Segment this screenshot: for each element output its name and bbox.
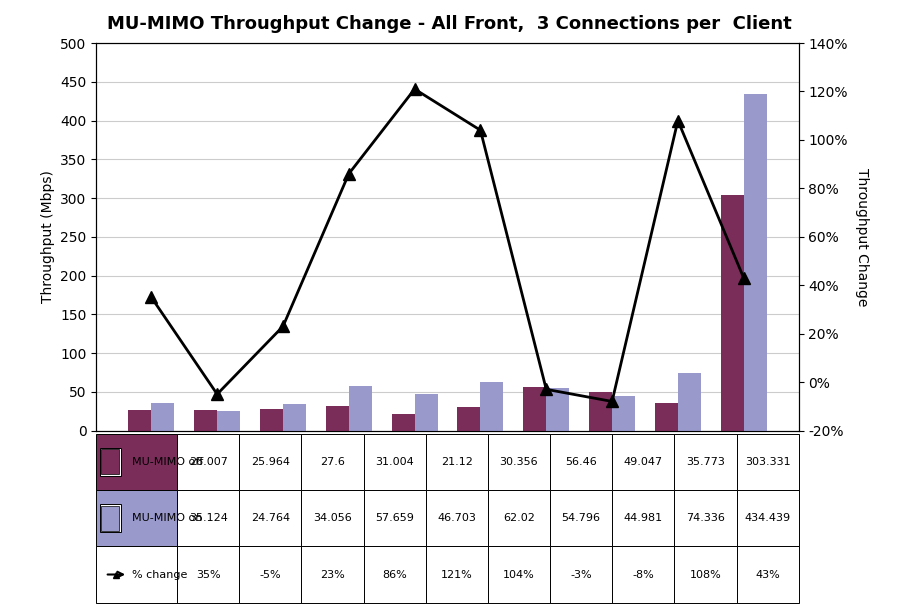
Bar — [240, 434, 301, 490]
Bar — [101, 506, 118, 531]
Text: 54.796: 54.796 — [562, 513, 600, 523]
Bar — [96, 546, 177, 603]
Bar — [96, 434, 177, 490]
Bar — [612, 490, 675, 546]
Text: -3%: -3% — [570, 569, 592, 579]
Text: 34.056: 34.056 — [313, 513, 352, 523]
Text: % change: % change — [131, 569, 187, 579]
Bar — [546, 388, 569, 430]
Bar — [364, 546, 426, 603]
Text: -8%: -8% — [633, 569, 655, 579]
Bar — [736, 434, 799, 490]
Bar — [589, 392, 612, 430]
Bar — [129, 410, 151, 430]
Bar — [100, 448, 121, 476]
Bar — [721, 196, 744, 430]
Text: 57.659: 57.659 — [375, 513, 414, 523]
Text: 26.007: 26.007 — [189, 457, 228, 467]
Bar — [301, 490, 364, 546]
Bar — [100, 504, 121, 532]
Bar — [240, 490, 301, 546]
Text: 104%: 104% — [503, 569, 535, 579]
Bar — [240, 546, 301, 603]
Bar — [426, 490, 487, 546]
Text: MU-MIMO off: MU-MIMO off — [131, 457, 203, 467]
Text: 46.703: 46.703 — [437, 513, 476, 523]
Text: 108%: 108% — [689, 569, 722, 579]
Text: 86%: 86% — [382, 569, 407, 579]
Bar — [736, 546, 799, 603]
Text: 434.439: 434.439 — [744, 513, 790, 523]
Text: 62.02: 62.02 — [503, 513, 535, 523]
Bar — [364, 434, 426, 490]
Bar — [736, 490, 799, 546]
Bar — [655, 403, 677, 430]
Bar — [283, 404, 306, 430]
Text: 74.336: 74.336 — [686, 513, 725, 523]
Bar — [675, 434, 736, 490]
Bar — [550, 490, 612, 546]
Text: 35.124: 35.124 — [189, 513, 228, 523]
Bar — [392, 414, 415, 430]
Bar — [415, 394, 438, 430]
Text: 25.964: 25.964 — [251, 457, 290, 467]
Bar — [675, 546, 736, 603]
Text: 56.46: 56.46 — [565, 457, 597, 467]
Bar — [523, 387, 546, 430]
Text: 44.981: 44.981 — [623, 513, 663, 523]
Bar — [550, 546, 612, 603]
Bar — [194, 410, 218, 430]
Bar — [260, 409, 283, 430]
Text: 27.6: 27.6 — [320, 457, 345, 467]
Text: 121%: 121% — [441, 569, 473, 579]
Text: 31.004: 31.004 — [375, 457, 414, 467]
Text: 21.12: 21.12 — [441, 457, 473, 467]
Bar — [744, 94, 767, 430]
Bar — [218, 411, 241, 430]
Bar — [480, 383, 503, 430]
Bar — [301, 434, 364, 490]
Text: MU-MIMO on: MU-MIMO on — [131, 513, 202, 523]
Text: 303.331: 303.331 — [744, 457, 790, 467]
Bar — [612, 434, 675, 490]
Y-axis label: Throughput (Mbps): Throughput (Mbps) — [40, 170, 55, 303]
Bar — [487, 490, 550, 546]
Bar — [177, 490, 240, 546]
Bar — [177, 546, 240, 603]
Bar — [612, 395, 635, 430]
Y-axis label: Throughput Change: Throughput Change — [855, 167, 868, 306]
Text: 23%: 23% — [320, 569, 345, 579]
Text: MU-MIMO Throughput Change - All Front,  3 Connections per  Client: MU-MIMO Throughput Change - All Front, 3… — [107, 15, 792, 33]
Bar — [101, 450, 118, 474]
Bar — [177, 434, 240, 490]
Text: 24.764: 24.764 — [251, 513, 290, 523]
Bar — [326, 407, 349, 430]
Bar — [301, 546, 364, 603]
Text: 49.047: 49.047 — [623, 457, 663, 467]
Bar — [457, 407, 480, 430]
Bar — [96, 490, 177, 546]
Bar — [151, 403, 174, 430]
Bar — [675, 490, 736, 546]
Text: 35%: 35% — [196, 569, 220, 579]
Text: 30.356: 30.356 — [499, 457, 538, 467]
Text: 43%: 43% — [756, 569, 780, 579]
Bar — [612, 546, 675, 603]
Bar — [677, 373, 701, 430]
Bar — [426, 546, 487, 603]
Bar — [349, 386, 372, 430]
Bar — [487, 546, 550, 603]
Bar — [550, 434, 612, 490]
Bar — [426, 434, 487, 490]
Text: -5%: -5% — [260, 569, 281, 579]
Bar — [487, 434, 550, 490]
Text: 35.773: 35.773 — [686, 457, 725, 467]
Bar — [364, 490, 426, 546]
